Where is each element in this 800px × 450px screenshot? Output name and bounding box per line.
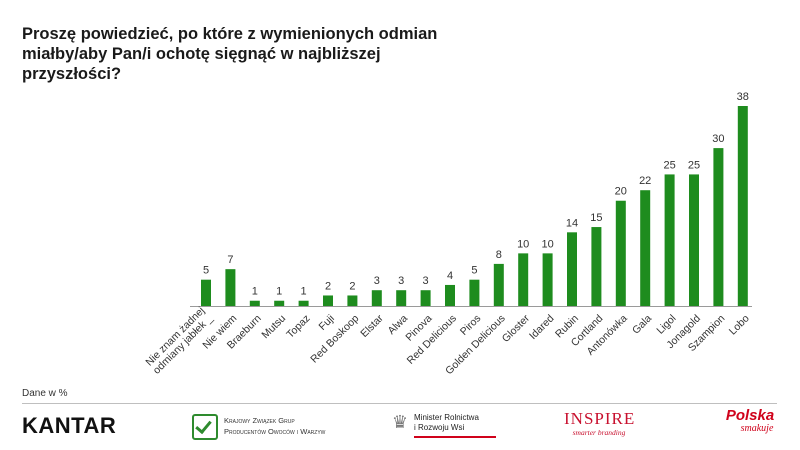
bar <box>713 148 724 306</box>
data-label: 25 <box>688 159 700 171</box>
data-label: 5 <box>471 265 477 277</box>
chart-title: Proszę powiedzieć, po które z wymieniony… <box>22 25 438 83</box>
data-label: 7 <box>227 254 233 266</box>
eagle-emblem-icon: ♛ <box>391 412 409 432</box>
bar <box>323 295 333 306</box>
data-label: 22 <box>639 175 651 187</box>
kzgp-logo-text: Krajowy Związek Grup Producentów Owoców … <box>224 415 325 437</box>
kantar-logo: KANTAR <box>22 413 117 438</box>
data-label: 4 <box>447 270 453 282</box>
data-label: 3 <box>423 275 429 287</box>
bar <box>249 300 260 306</box>
data-label: 10 <box>517 238 529 250</box>
bar <box>445 284 455 306</box>
bar <box>567 232 577 306</box>
bar <box>225 269 236 306</box>
data-label: 1 <box>301 286 307 298</box>
category-tick-label: Idared <box>527 312 557 342</box>
category-tick-label: Gloster <box>500 312 533 345</box>
bar <box>542 253 553 306</box>
category-tick-label: Topaz <box>284 312 312 340</box>
footer-logos: KANTAR Krajowy Związek Grup Producentów … <box>0 404 800 450</box>
bar <box>737 106 748 306</box>
data-label: 1 <box>276 286 282 298</box>
category-tick-label: Fuji <box>316 312 336 332</box>
bar <box>640 190 651 306</box>
category-tick-label: Elstar <box>358 312 386 340</box>
minister-red-rule <box>414 436 496 438</box>
data-unit-note: Dane w % <box>22 388 68 399</box>
minister-line-1: Minister Rolnictwa <box>414 413 479 422</box>
data-label: 8 <box>496 249 502 261</box>
minister-line-2: i Rozwoju Wsi <box>414 423 465 432</box>
data-label: 30 <box>712 133 724 145</box>
polska-wordmark: Polska <box>725 407 775 424</box>
data-label: 3 <box>398 275 404 287</box>
bar <box>469 279 480 306</box>
smakuje-wordmark: smakuje <box>740 423 774 434</box>
bar <box>347 295 358 306</box>
data-label: 15 <box>590 212 602 224</box>
category-tick-label: Lobo <box>727 312 752 337</box>
kzgp-line-1: Krajowy Związek Grup <box>224 416 295 425</box>
data-label: 20 <box>615 186 627 198</box>
data-label: 10 <box>541 238 553 250</box>
bar <box>664 174 675 306</box>
apple-check-icon <box>192 414 218 440</box>
data-label: 2 <box>349 280 355 292</box>
bar <box>615 200 626 306</box>
category-tick-label: Mutsu <box>259 312 288 341</box>
bar <box>493 263 504 306</box>
bar <box>689 174 699 306</box>
inspire-wordmark: INSPIRE <box>564 409 636 428</box>
bar <box>591 227 602 306</box>
bar <box>201 279 211 306</box>
data-label: 1 <box>252 286 258 298</box>
kzgp-line-2: Producentów Owoców i Warzyw <box>224 427 326 436</box>
bar <box>396 290 407 306</box>
data-label: 25 <box>663 159 675 171</box>
data-label: 3 <box>374 275 380 287</box>
category-tick-label: Gala <box>630 312 654 336</box>
bar <box>274 300 285 306</box>
bar <box>518 253 529 306</box>
inspire-tagline: smarter branding <box>572 428 626 437</box>
data-label: 2 <box>325 280 331 292</box>
polska-smakuje-logo: Polska smakuje <box>722 408 778 434</box>
bar <box>420 290 431 306</box>
minister-logo-text: Minister Rolnictwa i Rozwoju Wsi <box>414 413 479 433</box>
inspire-logo: INSPIRE smarter branding <box>564 409 636 438</box>
bar <box>371 290 382 306</box>
footer-divider <box>22 403 777 404</box>
data-label: 14 <box>566 217 578 229</box>
data-label: 5 <box>203 265 209 277</box>
data-label: 38 <box>737 91 749 103</box>
bar <box>298 300 309 306</box>
